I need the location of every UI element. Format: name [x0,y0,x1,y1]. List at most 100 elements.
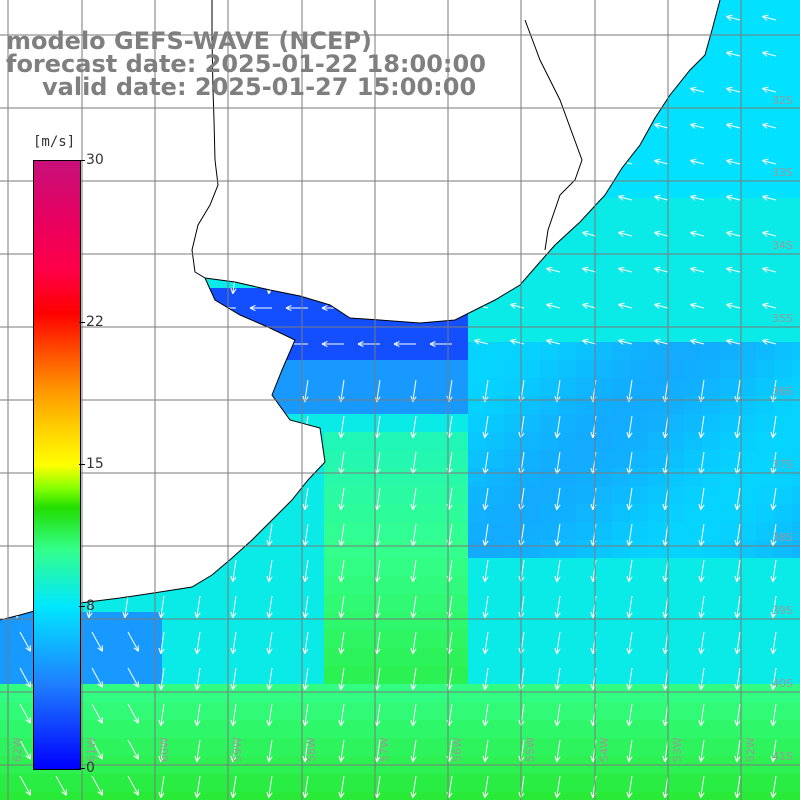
field-cell [720,342,739,361]
field-cell [612,630,631,649]
field-cell [792,612,800,631]
field-cell [594,522,613,541]
field-cell [558,594,577,613]
field-cell [594,612,613,631]
field-cell [792,90,800,109]
field-cell [324,360,343,379]
wind-arrow [482,595,489,619]
field-cell [792,522,800,541]
field-cell [738,342,757,361]
field-cell [720,144,739,163]
field-cell [630,648,649,667]
field-cell [738,396,757,415]
field-cell [738,234,757,253]
field-cell [306,540,325,559]
field-cell [594,360,613,379]
field-cell [18,702,37,721]
field-cell [720,720,739,739]
field-cell [450,648,469,667]
wind-arrow [726,86,741,93]
field-cell [306,360,325,379]
field-cell [738,702,757,721]
field-cell [792,414,800,433]
wind-arrow [158,703,165,727]
field-cell [0,774,19,793]
field-cell [630,576,649,595]
field-cell [540,774,559,793]
field-cell [558,486,577,505]
wind-arrow [510,338,525,345]
field-cell [306,594,325,613]
field-cell [792,0,800,19]
wind-arrow [770,703,777,727]
colorbar-tick-label: 15 [86,456,104,472]
field-cell [612,702,631,721]
wind-arrow [762,50,777,57]
field-cell [450,450,469,469]
field-cell [666,504,685,523]
field-cell [198,774,217,793]
field-cell [756,90,775,109]
field-cell [666,342,685,361]
wind-arrow [734,703,741,727]
field-cell [738,162,757,181]
field-cell [774,270,793,289]
field-cell [558,648,577,667]
field-cell [558,738,577,757]
field-cell [630,396,649,415]
field-cell [90,666,109,685]
wind-arrow [91,775,103,796]
field-cell [702,792,721,800]
field-cell [738,108,757,127]
field-cell [306,612,325,631]
latitude-label: 40S [772,677,793,690]
field-cell [684,486,703,505]
field-cell [324,792,343,800]
field-cell [324,378,343,397]
field-cell [522,432,541,451]
field-cell [684,414,703,433]
field-cell [720,540,739,559]
field-cell [360,324,379,343]
field-cell [450,522,469,541]
field-cell [360,648,379,667]
field-cell [252,684,271,703]
field-cell [684,270,703,289]
field-cell [450,540,469,559]
field-cell [558,540,577,559]
field-cell [342,774,361,793]
field-cell [594,792,613,800]
field-cell [0,720,19,739]
field-cell [648,324,667,343]
wind-arrow [554,559,561,583]
field-cell [792,666,800,685]
field-cell [270,720,289,739]
field-cell [504,450,523,469]
field-cell [486,612,505,631]
field-cell [144,612,163,631]
colorbar-gradient [33,160,81,770]
field-cell [702,720,721,739]
field-cell [648,594,667,613]
field-cell [324,450,343,469]
field-cell [558,432,577,451]
field-cell [234,630,253,649]
field-cell [738,144,757,163]
field-cell [0,738,19,757]
field-cell [126,720,145,739]
field-cell [72,774,91,793]
field-cell [684,540,703,559]
field-cell [594,234,613,253]
field-cell [342,522,361,541]
field-cell [756,180,775,199]
wind-arrow [482,487,489,511]
field-cell [756,0,775,19]
field-cell [630,180,649,199]
field-cell [666,288,685,307]
wind-arrow [770,415,777,439]
field-cell [540,396,559,415]
field-cell [396,342,415,361]
field-cell [612,666,631,685]
field-cell [792,306,800,325]
field-cell [666,576,685,595]
